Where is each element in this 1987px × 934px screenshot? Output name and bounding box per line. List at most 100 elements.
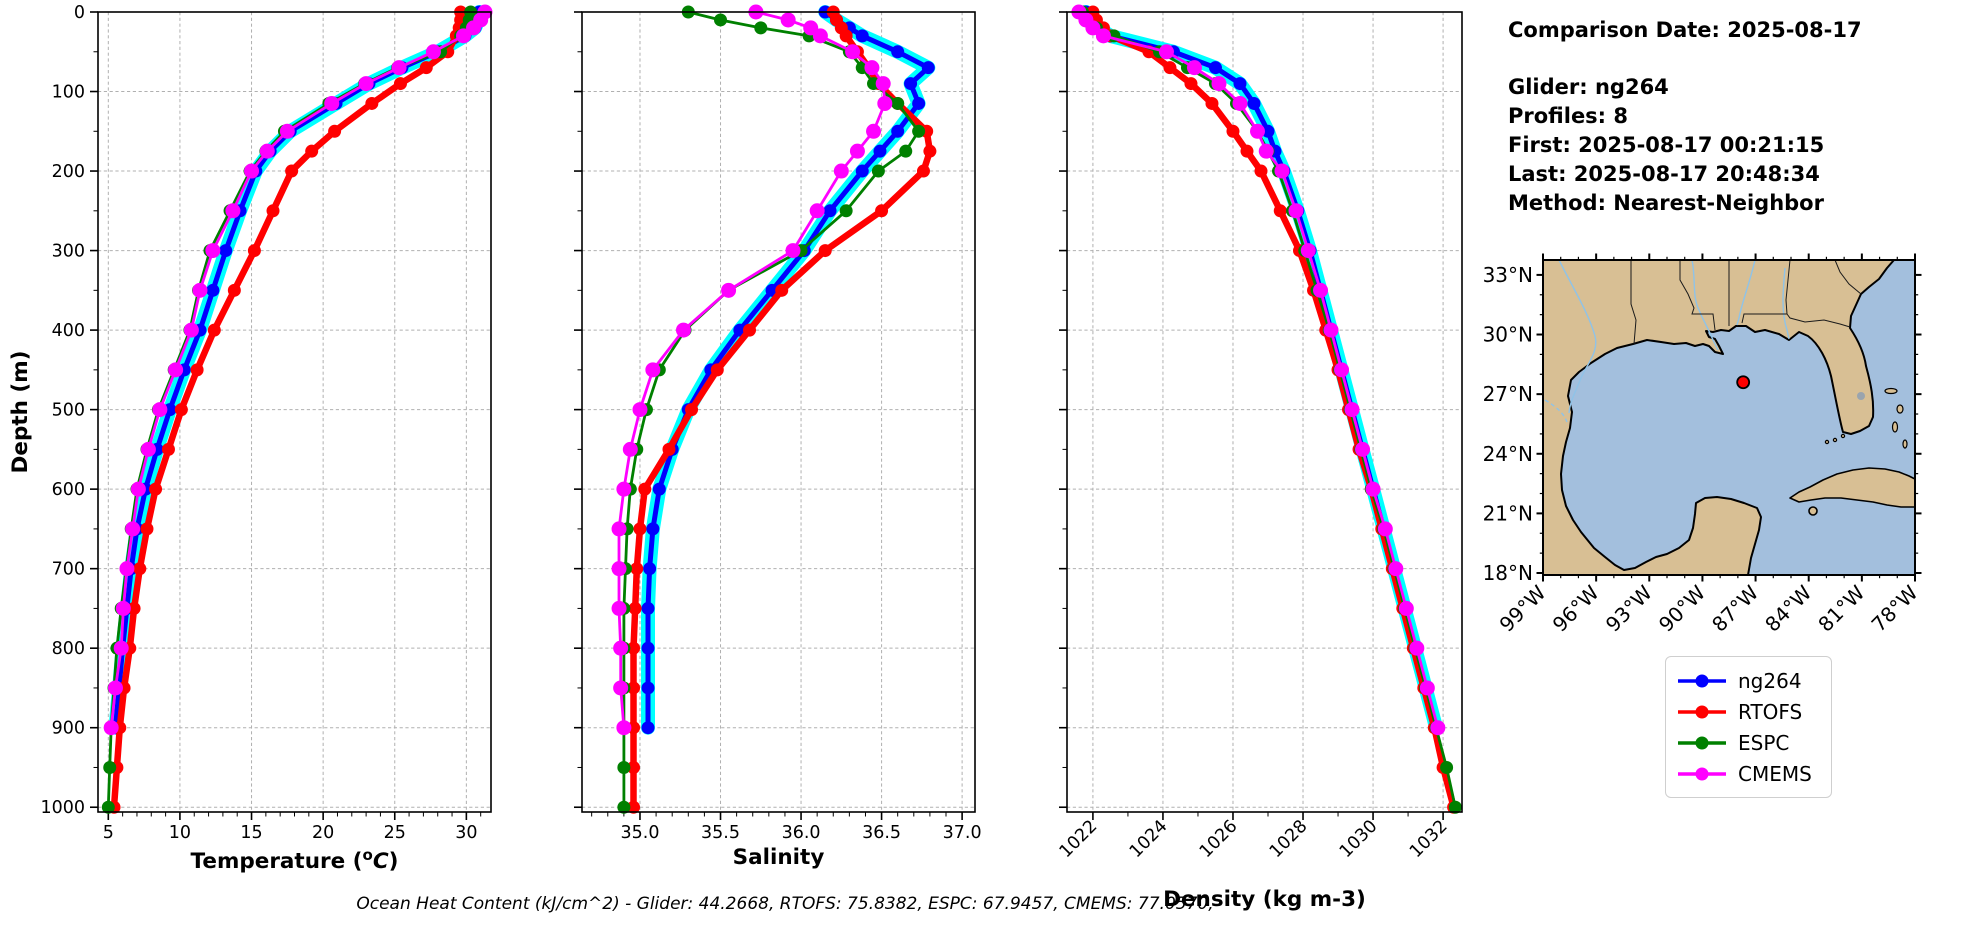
RTOFS-marker xyxy=(1163,61,1177,75)
lat-label: 33°N xyxy=(1483,263,1533,287)
mexico-river xyxy=(1544,399,1568,423)
svg-text:1030: 1030 xyxy=(1336,816,1382,862)
axis-tick-labels: 35.0 35.5 36.0 36.5 37.0 xyxy=(620,823,981,843)
ng264-marker xyxy=(163,403,177,417)
RTOFS-marker xyxy=(1226,124,1240,138)
CMEMS-marker xyxy=(466,20,482,36)
xlabel-density: Density (kg m-3) xyxy=(1163,887,1366,912)
axis-ticks xyxy=(90,11,482,820)
legend-label: CMEMS xyxy=(1738,761,1812,786)
RTOFS-marker xyxy=(190,363,204,377)
ESPC-marker xyxy=(891,96,905,110)
CMEMS-marker xyxy=(1300,243,1316,259)
ng264-marker xyxy=(641,601,655,615)
svg-text:600: 600 xyxy=(52,480,85,500)
RTOFS-marker xyxy=(633,522,647,536)
CMEMS-marker xyxy=(645,362,661,378)
svg-text:1032: 1032 xyxy=(1406,816,1452,862)
texas-louisiana-border xyxy=(1630,260,1637,345)
line-marker-swatch xyxy=(1678,736,1726,749)
RTOFS-marker xyxy=(628,601,642,615)
CMEMS-marker xyxy=(1274,163,1290,179)
line-marker-swatch xyxy=(1678,767,1726,780)
bahamas-island xyxy=(1891,421,1899,433)
RTOFS-marker xyxy=(419,61,433,75)
RTOFS-marker xyxy=(247,244,261,258)
location-map: 99°W96°W93°W90°W87°W84°W81°W78°W33°N30°N… xyxy=(1483,253,1923,637)
legend-entry-ng264: ng264 xyxy=(1676,665,1821,696)
CMEMS-marker xyxy=(1398,600,1414,616)
ESPC-marker xyxy=(617,800,631,814)
RTOFS-marker xyxy=(161,442,175,456)
RTOFS-marker xyxy=(638,482,652,496)
CMEMS-marker xyxy=(845,44,861,60)
svg-text:500: 500 xyxy=(52,401,85,421)
last-profile-time-text: Last: 2025-08-17 20:48:34 xyxy=(1508,162,1820,186)
ylabel-depth: Depth (m) xyxy=(8,351,33,474)
legend-label: RTOFS xyxy=(1738,699,1803,724)
tombigbee-river xyxy=(1736,259,1756,326)
svg-text:10: 10 xyxy=(169,823,191,843)
profiles-count-text: Profiles: 8 xyxy=(1508,104,1629,128)
CMEMS-marker xyxy=(809,203,825,219)
CMEMS-marker xyxy=(259,143,275,159)
apalachicola-river xyxy=(1782,267,1790,340)
ng264-marker xyxy=(912,96,926,110)
axis-tick-labels: 1022 1024 1026 1028 1030 1032 xyxy=(1056,816,1452,862)
louisiana-mississippi-border xyxy=(1679,260,1716,331)
CMEMS-marker xyxy=(115,600,131,616)
CMEMS-marker xyxy=(1158,44,1174,60)
svg-text:1000: 1000 xyxy=(40,798,85,818)
CMEMS-marker xyxy=(613,680,629,696)
svg-text:25: 25 xyxy=(384,823,406,843)
ng264-marker xyxy=(646,522,660,536)
ESPC-marker xyxy=(754,21,768,35)
CMEMS-marker xyxy=(1258,143,1274,159)
lat-label: 18°N xyxy=(1483,561,1533,585)
RTOFS-marker xyxy=(627,760,641,774)
CMEMS-marker xyxy=(866,123,882,139)
RTOFS-marker xyxy=(1254,164,1268,178)
CMEMS-marker xyxy=(721,282,737,298)
CMEMS-marker xyxy=(1334,362,1350,378)
georgia-florida-border xyxy=(1786,313,1851,328)
RTOFS-marker xyxy=(133,562,147,576)
CMEMS-marker xyxy=(833,163,849,179)
glider-location-marker xyxy=(1736,375,1751,390)
ng264-marker xyxy=(641,641,655,655)
rio-grande-river xyxy=(1558,259,1597,414)
CMEMS-marker xyxy=(140,441,156,457)
RTOFS-marker xyxy=(710,363,724,377)
CMEMS-marker xyxy=(1430,720,1446,736)
CMEMS-marker xyxy=(244,163,260,179)
svg-text:36.5: 36.5 xyxy=(862,823,901,843)
RTOFS-marker xyxy=(627,681,641,695)
RTOFS-marker xyxy=(149,482,163,496)
RTOFS-marker xyxy=(365,96,379,110)
florida-keys xyxy=(1840,433,1846,439)
CMEMS-marker xyxy=(1249,123,1265,139)
RTOFS-marker xyxy=(266,204,280,218)
CMEMS-marker xyxy=(425,44,441,60)
CMEMS-marker xyxy=(632,402,648,418)
RTOFS-marker xyxy=(328,124,342,138)
RTOFS-marker xyxy=(140,522,154,536)
CMEMS-marker xyxy=(875,76,891,92)
CMEMS-marker xyxy=(864,60,880,76)
svg-text:400: 400 xyxy=(52,321,85,341)
ESPC-marker xyxy=(617,760,631,774)
lat-label: 27°N xyxy=(1483,382,1533,406)
CMEMS-marker xyxy=(456,28,472,44)
series xyxy=(611,4,937,814)
svg-text:100: 100 xyxy=(52,83,85,103)
ng264-marker xyxy=(921,61,935,75)
coastline xyxy=(1560,259,1895,576)
RTOFS-marker xyxy=(285,164,299,178)
ng264-marker xyxy=(641,681,655,695)
panel-density: 1022 1024 1026 1028 1030 1032 Density (kg m-3) xyxy=(1056,4,1463,912)
RTOFS-marker xyxy=(775,283,789,297)
ng264-marker xyxy=(891,124,905,138)
CMEMS-marker xyxy=(391,60,407,76)
CMEMS-marker xyxy=(1232,95,1248,111)
